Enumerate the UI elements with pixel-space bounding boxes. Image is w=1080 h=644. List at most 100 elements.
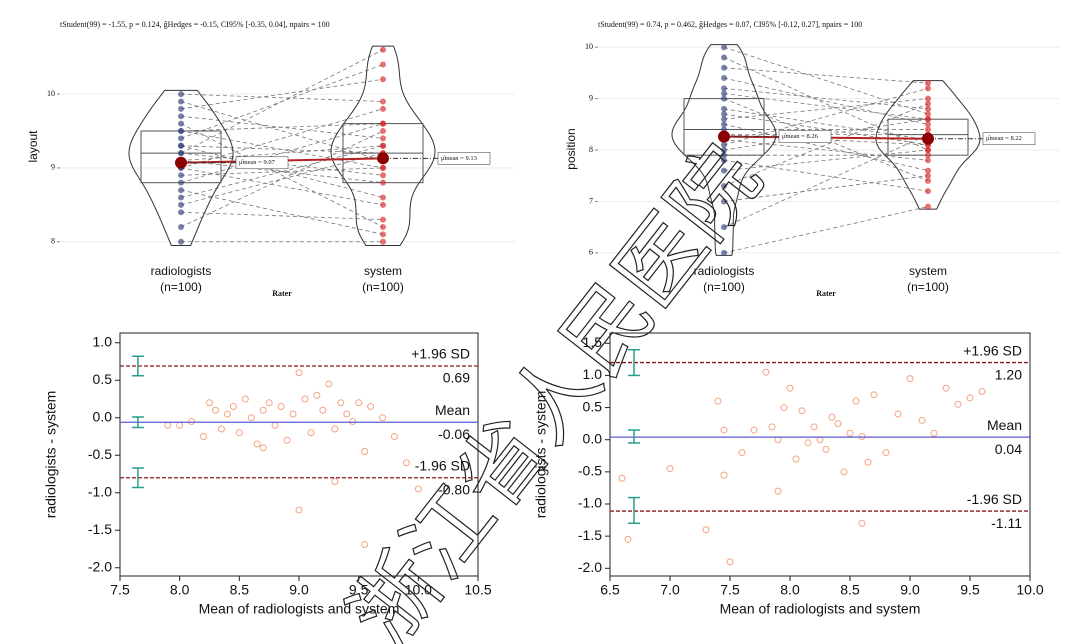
pair-line [723,103,929,187]
point [295,506,303,514]
point [925,126,931,133]
x-axis-label: Rater [272,289,292,298]
x-tick-label: 9.0 [289,582,309,598]
point [870,391,878,399]
x-tick-label: 9.0 [900,582,920,598]
y-tick-label: -2.0 [88,558,112,574]
point [721,44,727,51]
stats-subtitle: tStudent(99) = 0.74, p = 0.462, ĝHedges … [598,20,862,29]
line-name: -1.96 SD [967,491,1022,507]
pair-line [180,145,384,161]
point [247,414,255,422]
pair-line [180,115,384,139]
point [714,397,722,405]
x-tick-label: 7.5 [110,582,130,598]
y-tick-label: 0.0 [583,430,603,446]
y-tick-label: 1.0 [93,333,113,349]
y-axis-label: radiologists - system [533,391,549,519]
point [840,468,848,476]
pair-line [723,98,929,120]
point [307,429,315,437]
x-tick-label: radiologists [151,264,212,278]
x-tick-label: 10.0 [405,582,432,598]
pair-line [180,64,384,139]
mean-label: μ̂mean = 8.22 [986,135,1022,142]
point [786,384,794,392]
point [178,209,184,216]
point [380,179,386,186]
pair-line [723,134,929,146]
violin [671,44,777,256]
pair-line [180,130,384,169]
point [380,135,386,142]
point [380,142,386,149]
point [271,421,279,429]
point [301,395,309,403]
point [178,98,184,105]
point [624,535,632,543]
point [178,142,184,149]
pair-line [723,139,929,161]
x-axis-label: Rater [816,289,836,298]
y-tick-label: 6 [589,248,593,257]
point [206,399,213,407]
x-tick-label: 10.0 [1016,582,1043,598]
point [721,111,727,118]
y-tick-label: 1.0 [583,366,603,382]
point [380,238,386,245]
point [721,147,727,154]
point [223,410,231,418]
point [925,147,931,154]
line-name: -1.96 SD [415,457,470,473]
point [846,429,854,437]
point [331,425,339,433]
point [380,194,386,201]
point [380,172,386,179]
point [925,172,931,179]
point [178,194,184,201]
point [380,120,386,127]
point [721,116,727,123]
mean-point [377,152,389,165]
y-axis-label: layout [26,130,40,163]
point [178,201,184,208]
pair-line [180,101,384,161]
pair-line [180,123,384,228]
point [822,445,830,453]
point [925,177,931,184]
point [325,380,333,388]
line-name: +1.96 SD [411,346,470,362]
plot-frame [609,332,1031,577]
point [925,121,931,128]
pair-line [723,67,929,84]
point [925,152,931,159]
point [666,465,674,473]
y-tick-label: 0.5 [583,398,603,414]
pair-line [723,93,929,120]
point [277,403,285,410]
line-value: -1.11 [991,515,1022,531]
point [380,231,386,238]
pair-line [180,130,384,228]
watermark: 浙江省人民医院 [331,129,780,644]
pair-line [723,98,929,182]
point [337,399,345,407]
y-tick-label: 0.5 [93,371,113,387]
point [864,458,872,466]
line-value: -0.80 [438,481,470,497]
point [925,105,931,112]
mean-label: μ̂mean = 8.26 [782,133,819,140]
violin [128,89,234,246]
point [721,75,727,82]
mean-label-box [437,152,491,165]
pair-line [180,211,384,221]
point [942,384,950,392]
y-tick-label: 1.5 [583,334,603,350]
point [178,113,184,120]
point [164,421,172,429]
y-tick-label: -1.5 [578,527,602,543]
point [721,90,727,97]
x-tick-label: system [909,264,947,278]
point [380,127,386,134]
